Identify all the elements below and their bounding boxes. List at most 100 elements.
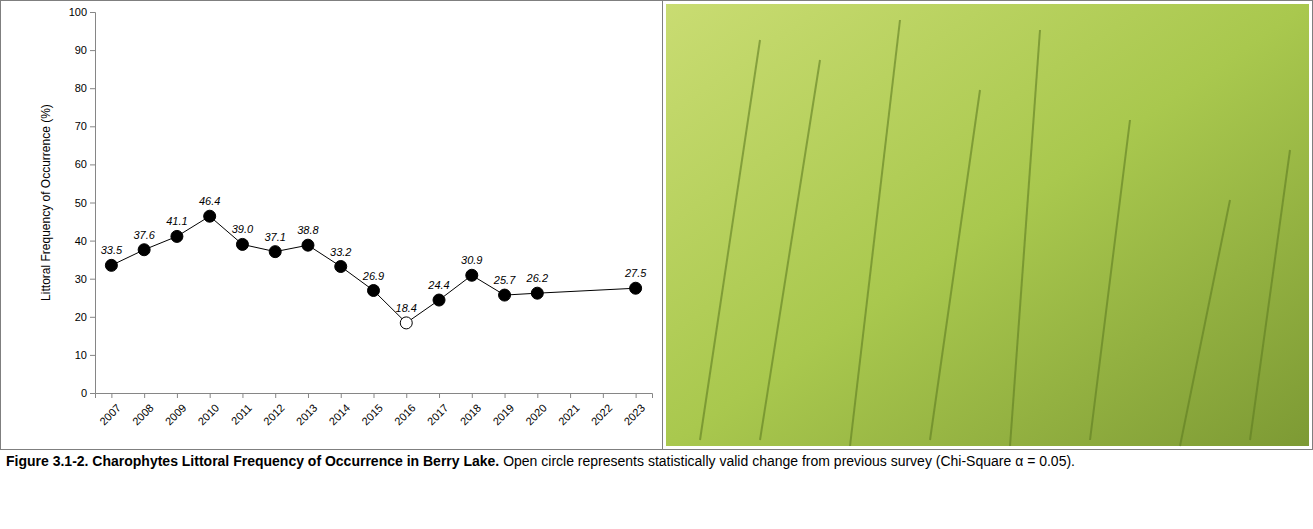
y-tick-mark xyxy=(90,393,95,394)
photo-strand xyxy=(1180,200,1230,446)
x-tick-label: 2019 xyxy=(490,402,516,428)
data-label: 30.9 xyxy=(461,254,482,266)
point xyxy=(204,210,216,222)
x-tick: 2015 xyxy=(359,393,385,427)
photo-strand xyxy=(930,90,980,440)
x-tick-mark xyxy=(505,393,506,398)
x-tick-label: 2011 xyxy=(229,402,254,427)
x-tick-mark xyxy=(439,393,440,398)
x-tick: 2019 xyxy=(490,393,516,427)
data-label: 33.2 xyxy=(330,246,351,258)
y-tick-label: 40 xyxy=(75,235,87,247)
x-tick: 2020 xyxy=(523,393,549,427)
y-tick-mark xyxy=(90,164,95,165)
y-tick: 0 xyxy=(81,387,95,399)
x-tick: 2009 xyxy=(163,393,189,427)
point xyxy=(499,289,511,301)
x-tick-mark xyxy=(636,393,637,398)
x-tick-label: 2009 xyxy=(163,402,189,428)
x-tick-label: 2010 xyxy=(195,402,221,428)
y-tick: 90 xyxy=(75,44,95,56)
photo-strand xyxy=(1250,150,1290,440)
y-tick: 70 xyxy=(75,120,95,132)
x-tick: 2007 xyxy=(97,393,123,427)
y-tick-mark xyxy=(90,279,95,280)
y-axis: 0102030405060708090100 xyxy=(69,6,96,399)
data-label: 26.2 xyxy=(526,272,548,284)
photo-background xyxy=(666,4,1309,446)
x-tick-mark xyxy=(111,393,112,398)
point xyxy=(466,269,478,281)
data-line xyxy=(111,216,635,323)
x-tick-label: 2020 xyxy=(523,402,549,428)
x-tick: 2017 xyxy=(425,393,451,427)
x-tick-mark xyxy=(374,393,375,398)
x-tick-mark xyxy=(177,393,178,398)
x-tick: 2011 xyxy=(229,393,254,427)
chart: 0102030405060708090100200720082009201020… xyxy=(39,6,653,427)
x-tick-mark xyxy=(308,393,309,398)
point-significant xyxy=(400,317,412,329)
y-tick: 80 xyxy=(75,82,95,94)
photo-placeholder xyxy=(666,4,1309,446)
point xyxy=(433,294,445,306)
y-tick-label: 30 xyxy=(75,273,87,285)
y-tick-label: 70 xyxy=(75,120,87,132)
x-tick-label: 2012 xyxy=(261,402,287,428)
y-tick-label: 60 xyxy=(75,158,87,170)
x-tick-mark xyxy=(275,393,276,398)
y-tick: 30 xyxy=(75,273,95,285)
x-tick-mark xyxy=(406,393,407,398)
y-tick-mark xyxy=(90,241,95,242)
point xyxy=(368,285,380,297)
data-labels: 33.537.641.146.439.037.138.833.226.918.4… xyxy=(101,195,648,314)
point xyxy=(302,239,314,251)
x-tick-mark xyxy=(242,393,243,398)
photo-strand xyxy=(760,60,820,440)
caption-divider xyxy=(0,449,1313,450)
data-label: 33.5 xyxy=(101,244,123,256)
y-tick-label: 100 xyxy=(69,6,87,18)
x-tick: 2021 xyxy=(556,393,582,427)
y-tick-mark xyxy=(90,317,95,318)
data-label: 41.1 xyxy=(166,215,187,227)
x-tick-label: 2013 xyxy=(294,402,320,428)
point xyxy=(105,259,117,271)
x-axis: 2007 2008 20092010 2011 2012 2013 20142015 2016… xyxy=(96,393,653,427)
point xyxy=(335,261,347,273)
x-tick-label: 2015 xyxy=(359,402,385,428)
photo-strand xyxy=(700,40,760,440)
y-tick-label: 50 xyxy=(75,197,87,209)
x-tick-label: 2007 xyxy=(97,402,123,428)
outer-border xyxy=(1,1,1313,450)
point xyxy=(269,246,281,258)
y-tick: 40 xyxy=(75,235,95,247)
data-label: 27.5 xyxy=(624,267,647,279)
x-tick: 2016 xyxy=(392,393,418,427)
y-tick: 10 xyxy=(75,349,95,361)
point xyxy=(630,282,642,294)
y-tick-label: 10 xyxy=(75,349,87,361)
x-tick-label: 2018 xyxy=(458,402,484,428)
y-tick: 60 xyxy=(75,158,95,170)
x-tick-label: 2014 xyxy=(327,402,353,428)
data-label: 18.4 xyxy=(396,302,417,314)
x-tick: 2018 xyxy=(458,393,484,427)
x-tick-label: 2008 xyxy=(130,402,156,428)
y-tick-label: 80 xyxy=(75,82,87,94)
x-tick-mark xyxy=(570,393,571,398)
x-tick: 2014 xyxy=(327,393,353,427)
x-tick-mark xyxy=(341,393,342,398)
x-axis-line xyxy=(96,394,653,399)
plot-area xyxy=(105,210,641,329)
data-label: 38.8 xyxy=(297,224,319,236)
figure: 0102030405060708090100200720082009201020… xyxy=(0,0,1313,450)
x-tick: 2010 xyxy=(195,393,221,427)
y-tick-label: 0 xyxy=(81,387,87,399)
data-label: 37.6 xyxy=(133,229,155,241)
y-tick: 50 xyxy=(75,197,95,209)
x-tick-label: 2022 xyxy=(589,402,615,428)
data-label: 37.1 xyxy=(264,231,285,243)
y-tick-mark xyxy=(90,88,95,89)
point xyxy=(171,230,183,242)
